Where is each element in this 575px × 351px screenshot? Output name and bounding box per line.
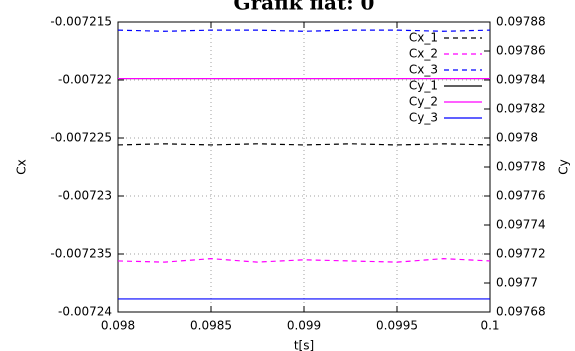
y-axis-label: Cx [15,159,29,174]
legend-label: Cy_1 [409,79,438,93]
data-line [117,258,491,263]
y2-tick-label: 0.09768 [496,305,546,319]
y2-tick-label: 0.09772 [496,247,546,261]
data-line [117,143,491,146]
legend-label: Cy_2 [409,95,438,109]
legend-label: Cy_3 [409,111,438,125]
x-axis-label: t[s] [294,339,314,351]
x-tick-label: 0.0995 [376,319,418,333]
x-tick-label: 0.098 [101,319,135,333]
y2-tick-label: 0.09784 [496,73,546,87]
y2-tick-label: 0.09776 [496,189,546,203]
legend-label: Cx_3 [409,63,438,77]
y2-tick-label: 0.09788 [496,15,546,29]
plot-frame [117,21,491,313]
y-tick-label: -0.00724 [58,305,112,319]
x-tick-label: 0.0985 [190,319,232,333]
legend-label: Cx_2 [409,47,438,61]
x-tick-label: 0.1 [480,319,499,333]
y-tick-label: -0.007225 [50,131,112,145]
y2-tick-label: 0.09786 [496,44,546,58]
y-tick-label: -0.007215 [50,15,112,29]
data-line [117,29,491,32]
y2-tick-label: 0.09778 [496,160,546,174]
y2-tick-label: 0.0978 [496,131,538,145]
chart-title: Grafik flat: 0 [234,0,375,15]
y2-tick-label: 0.09774 [496,218,546,232]
legend-label: Cx_1 [409,31,438,45]
x-tick-label: 0.099 [287,319,321,333]
y-tick-label: -0.007235 [50,247,112,261]
y2-tick-label: 0.09782 [496,102,546,116]
y2-tick-label: 0.0977 [496,276,538,290]
y2-axis-label: Cy [557,159,571,174]
y-tick-label: -0.00722 [58,73,112,87]
y-tick-label: -0.00723 [58,189,112,203]
